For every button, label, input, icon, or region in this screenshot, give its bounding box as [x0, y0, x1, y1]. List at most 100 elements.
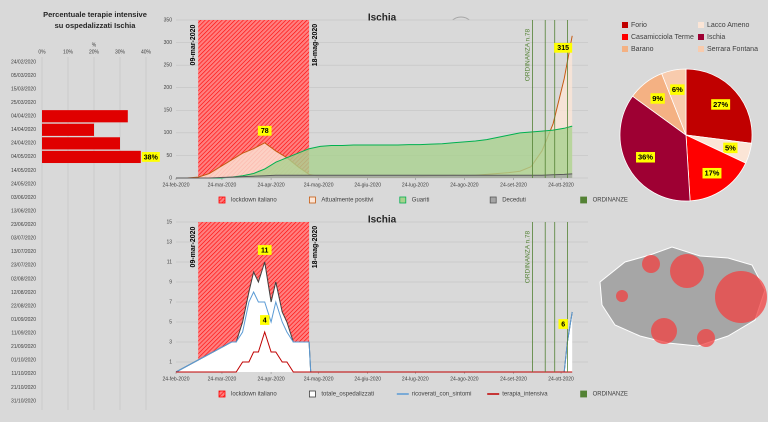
y-tick-label: 24/02/2020 — [11, 59, 36, 65]
x-tick-label: 24-mag-2020 — [304, 182, 334, 188]
y-tick-label: 04/04/2020 — [11, 114, 36, 120]
series-line — [176, 173, 573, 179]
legend-label: Ischia — [707, 34, 725, 41]
x-tick-label: 24-mar-2020 — [208, 182, 237, 188]
legend-swatch — [698, 22, 704, 28]
legend-swatch — [698, 46, 704, 52]
y-tick-label: 23/06/2020 — [11, 222, 36, 228]
y-tick-label: 350 — [164, 17, 173, 23]
x-tick-label: 24-set-2020 — [500, 182, 527, 188]
x-tick-label: 24-giu-2020 — [354, 376, 381, 382]
value-label-box — [141, 152, 160, 162]
legend-label: Serrara Fontana — [707, 46, 758, 53]
y-tick-label: 100 — [164, 130, 173, 136]
x-tick-label: 24-apr-2020 — [257, 182, 284, 188]
ordinanza-label: ORDINANZA n.78 — [524, 28, 531, 81]
y-tick-label: 250 — [164, 62, 173, 68]
legend-swatch — [308, 196, 316, 204]
y-tick-label: 03/06/2020 — [11, 195, 36, 201]
legend-swatch — [308, 390, 316, 398]
y-tick-label: 05/03/2020 — [11, 73, 36, 79]
y-tick-label: 15/03/2020 — [11, 86, 36, 92]
y-tick-label: 31/10/2020 — [11, 398, 36, 404]
y-tick-label: 300 — [164, 40, 173, 46]
legend-label: Attualmente positivi — [321, 198, 373, 204]
x-tick-label: 40% — [141, 49, 152, 55]
y-tick-label: 150 — [164, 108, 173, 114]
value-label: 36% — [638, 153, 653, 162]
value-label: 11 — [261, 247, 269, 254]
legend-label: Lacco Ameno — [707, 22, 750, 29]
y-tick-label: 7 — [169, 299, 172, 305]
value-label: 27% — [713, 100, 728, 109]
x-tick-label: 24-giu-2020 — [354, 182, 381, 188]
value-label-box — [558, 319, 568, 329]
pie-slice — [619, 95, 691, 202]
bar — [42, 110, 128, 123]
legend-swatch — [218, 390, 226, 398]
series-line — [176, 125, 573, 179]
y-tick-label: 25/03/2020 — [11, 100, 36, 106]
value-label: 78 — [261, 128, 269, 135]
legend-label: Deceduti — [502, 198, 526, 204]
legend-label: ORDINANZE — [593, 198, 628, 204]
legend-swatch — [489, 196, 497, 204]
area-fill — [176, 262, 573, 372]
island-map — [599, 246, 767, 347]
y-tick-label: 50 — [166, 153, 172, 159]
area-fill — [176, 126, 573, 178]
legend-swatch — [622, 22, 628, 28]
legend-swatch — [580, 390, 587, 398]
legend-swatch — [580, 196, 587, 204]
y-tick-label: 24/05/2020 — [11, 181, 36, 187]
x-tick-label: 24-lug-2020 — [402, 182, 429, 188]
bar — [42, 150, 141, 164]
legend-label: ricoverati_con_sintomi — [412, 392, 472, 398]
bar — [42, 137, 120, 150]
y-tick-label: 11/09/2020 — [11, 331, 36, 337]
legend-label: terapia_intensiva — [502, 392, 548, 398]
legend-label: lockdown italiano — [231, 198, 277, 204]
y-tick-label: 13/07/2020 — [11, 249, 36, 255]
y-tick-label: 02/08/2020 — [11, 276, 36, 282]
value-label-box — [554, 42, 573, 53]
value-label: 9% — [652, 94, 663, 103]
x-tick-label: 24-ott-2020 — [548, 376, 574, 382]
lockdown-end-label: 18-mag-2020 — [312, 24, 319, 67]
value-label: 17% — [704, 169, 719, 178]
y-tick-label: 04/05/2020 — [11, 154, 36, 160]
y-tick-label: 03/07/2020 — [11, 236, 36, 242]
x-tick-label: 24-mar-2020 — [208, 376, 237, 382]
y-tick-label: 23/07/2020 — [11, 263, 36, 269]
x-tick-label: 24-ago-2020 — [450, 182, 479, 188]
y-tick-label: 9 — [169, 279, 172, 285]
y-tick-label: 21/09/2020 — [11, 344, 36, 350]
legend-label: Forio — [631, 22, 647, 29]
y-tick-label: 01/09/2020 — [11, 317, 36, 323]
value-label-box — [636, 152, 655, 163]
x-tick-label: 24-ott-2020 — [548, 182, 574, 188]
value-label-box — [702, 167, 722, 179]
x-axis-label: % — [92, 42, 97, 48]
value-label-box — [723, 142, 738, 154]
value-label-box — [257, 245, 272, 255]
ordinanza-label: ORDINANZA n.78 — [524, 230, 531, 283]
x-tick-label: 24-lug-2020 — [402, 376, 429, 382]
chart-title: Percentuale terapie intensive su ospedali… — [43, 10, 147, 30]
lockdown-end-label: 18-mag-2020 — [312, 226, 319, 269]
x-tick-label: 24-mag-2020 — [304, 376, 334, 382]
y-tick-label: 1 — [169, 359, 172, 365]
x-tick-label: 30% — [115, 49, 126, 55]
y-tick-label: 21/10/2020 — [11, 385, 36, 391]
x-tick-label: 20% — [89, 49, 100, 55]
x-tick-label: 24-apr-2020 — [257, 376, 284, 382]
value-label: 6% — [672, 85, 683, 94]
value-label: 38% — [144, 154, 159, 161]
legend-swatch — [218, 196, 226, 204]
y-tick-label: 200 — [164, 85, 173, 91]
area-fill — [176, 173, 573, 178]
value-label-box — [257, 125, 272, 136]
legend-label: ORDINANZE — [593, 392, 628, 398]
y-tick-label: 24/04/2020 — [11, 141, 36, 147]
